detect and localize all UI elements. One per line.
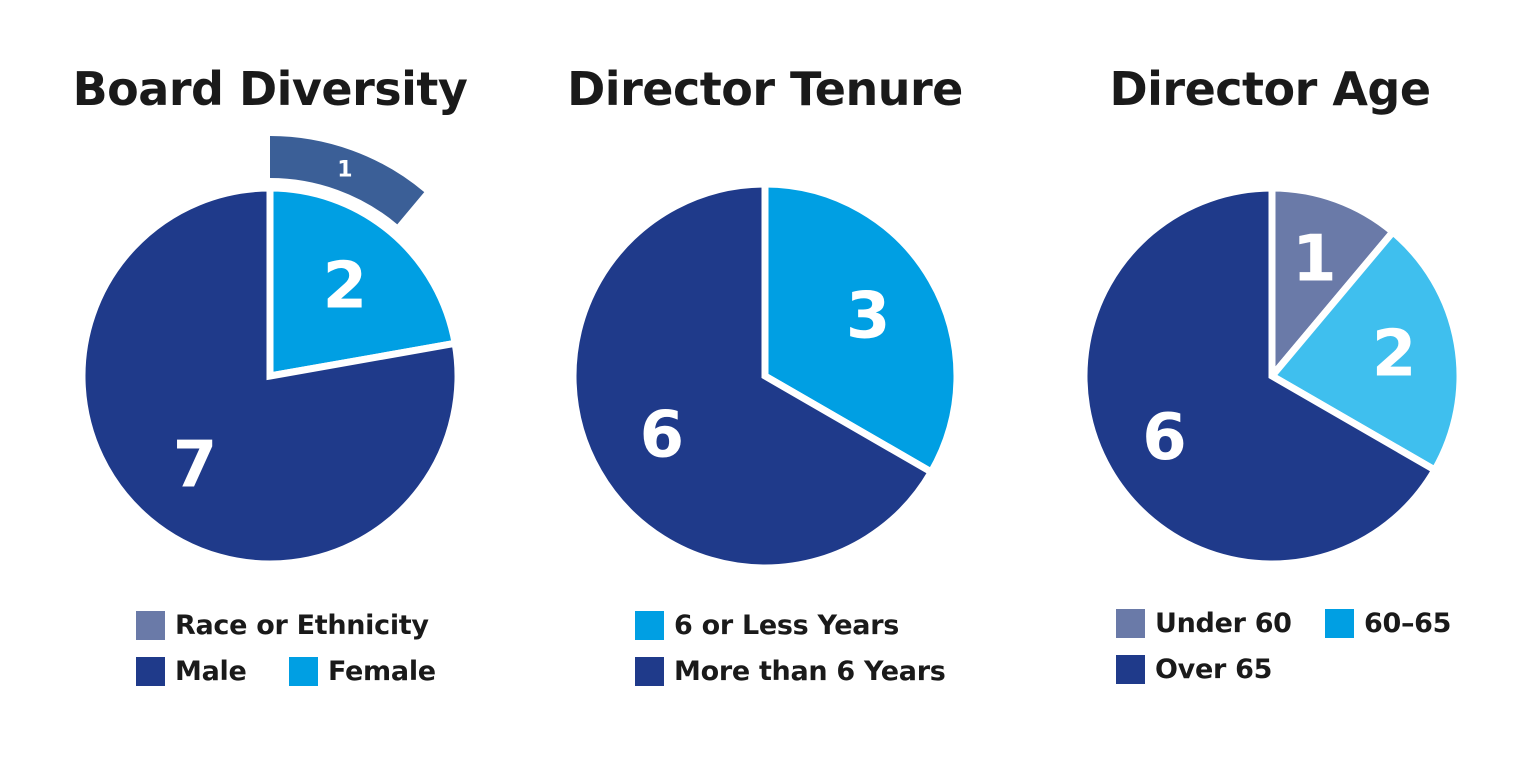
pie-slice-male [78, 184, 462, 568]
legend-swatch [1116, 655, 1145, 684]
callout-value-label: 1 [337, 158, 352, 183]
slice-value-label: 6 [640, 399, 685, 473]
legend-item-race-or-ethnicity: Race or Ethnicity [136, 610, 429, 641]
legend-swatch [289, 657, 318, 686]
legend-swatch [635, 611, 664, 640]
pie-slice-60-65 [1266, 227, 1464, 475]
legend-label: More than 6 Years [674, 656, 946, 687]
legend-swatch [136, 657, 165, 686]
legend-label: 6 or Less Years [674, 610, 900, 641]
chart-title: Board Diversity [72, 62, 468, 116]
legend-label: Over 65 [1155, 654, 1273, 685]
legend: 6 or Less Years More than 6 Years [635, 610, 1015, 687]
legend-swatch [136, 611, 165, 640]
board-diversity-pie: 2 7 1 [78, 136, 462, 568]
slice-value-label: 7 [173, 428, 218, 502]
legend-swatch [1325, 609, 1354, 638]
legend-label: Under 60 [1155, 608, 1292, 639]
chart-title: Director Tenure [567, 62, 963, 116]
legend-item-under-60: Under 60 [1116, 608, 1292, 639]
legend-item-60-65: 60–65 [1325, 608, 1451, 639]
legend-swatch [635, 657, 664, 686]
legend-label: 60–65 [1364, 608, 1452, 639]
legend-item-more-than-6-years: More than 6 Years [635, 656, 946, 687]
slice-value-label: 2 [323, 250, 368, 324]
chart-title: Director Age [1109, 62, 1431, 116]
pie-slice-under-60 [1268, 184, 1398, 386]
legend: Under 60 60–65 Over 65 [1116, 608, 1520, 685]
board-diversity-panel: Board Diversity 2 7 1 Race or Ethnicity Ma… [20, 0, 520, 764]
slice-value-label: 1 [1292, 222, 1337, 296]
pie-slice-over-65 [1080, 184, 1440, 568]
legend-item-over-65: Over 65 [1116, 654, 1272, 685]
legend-label: Male [175, 656, 247, 687]
legend-label: Female [328, 656, 436, 687]
slice-value-label: 6 [1142, 401, 1187, 475]
legend-item-6-or-less-years: 6 or Less Years [635, 610, 899, 641]
legend: Race or Ethnicity Male Female [136, 610, 520, 687]
director-tenure-pie: 36 [569, 180, 961, 572]
director-age-pie: 12 6 [1080, 184, 1464, 568]
legend-label: Race or Ethnicity [175, 610, 429, 641]
pie-slice-more-than-6-years [569, 180, 937, 572]
callout-slice-race-or-ethnicity [270, 136, 425, 225]
slice-value-label: 3 [846, 279, 891, 353]
legend-item-male: Male [136, 656, 247, 687]
legend-swatch [1116, 609, 1145, 638]
legend-item-female: Female [289, 656, 436, 687]
pie-slice-female [266, 184, 460, 381]
slice-value-label: 2 [1372, 317, 1417, 391]
